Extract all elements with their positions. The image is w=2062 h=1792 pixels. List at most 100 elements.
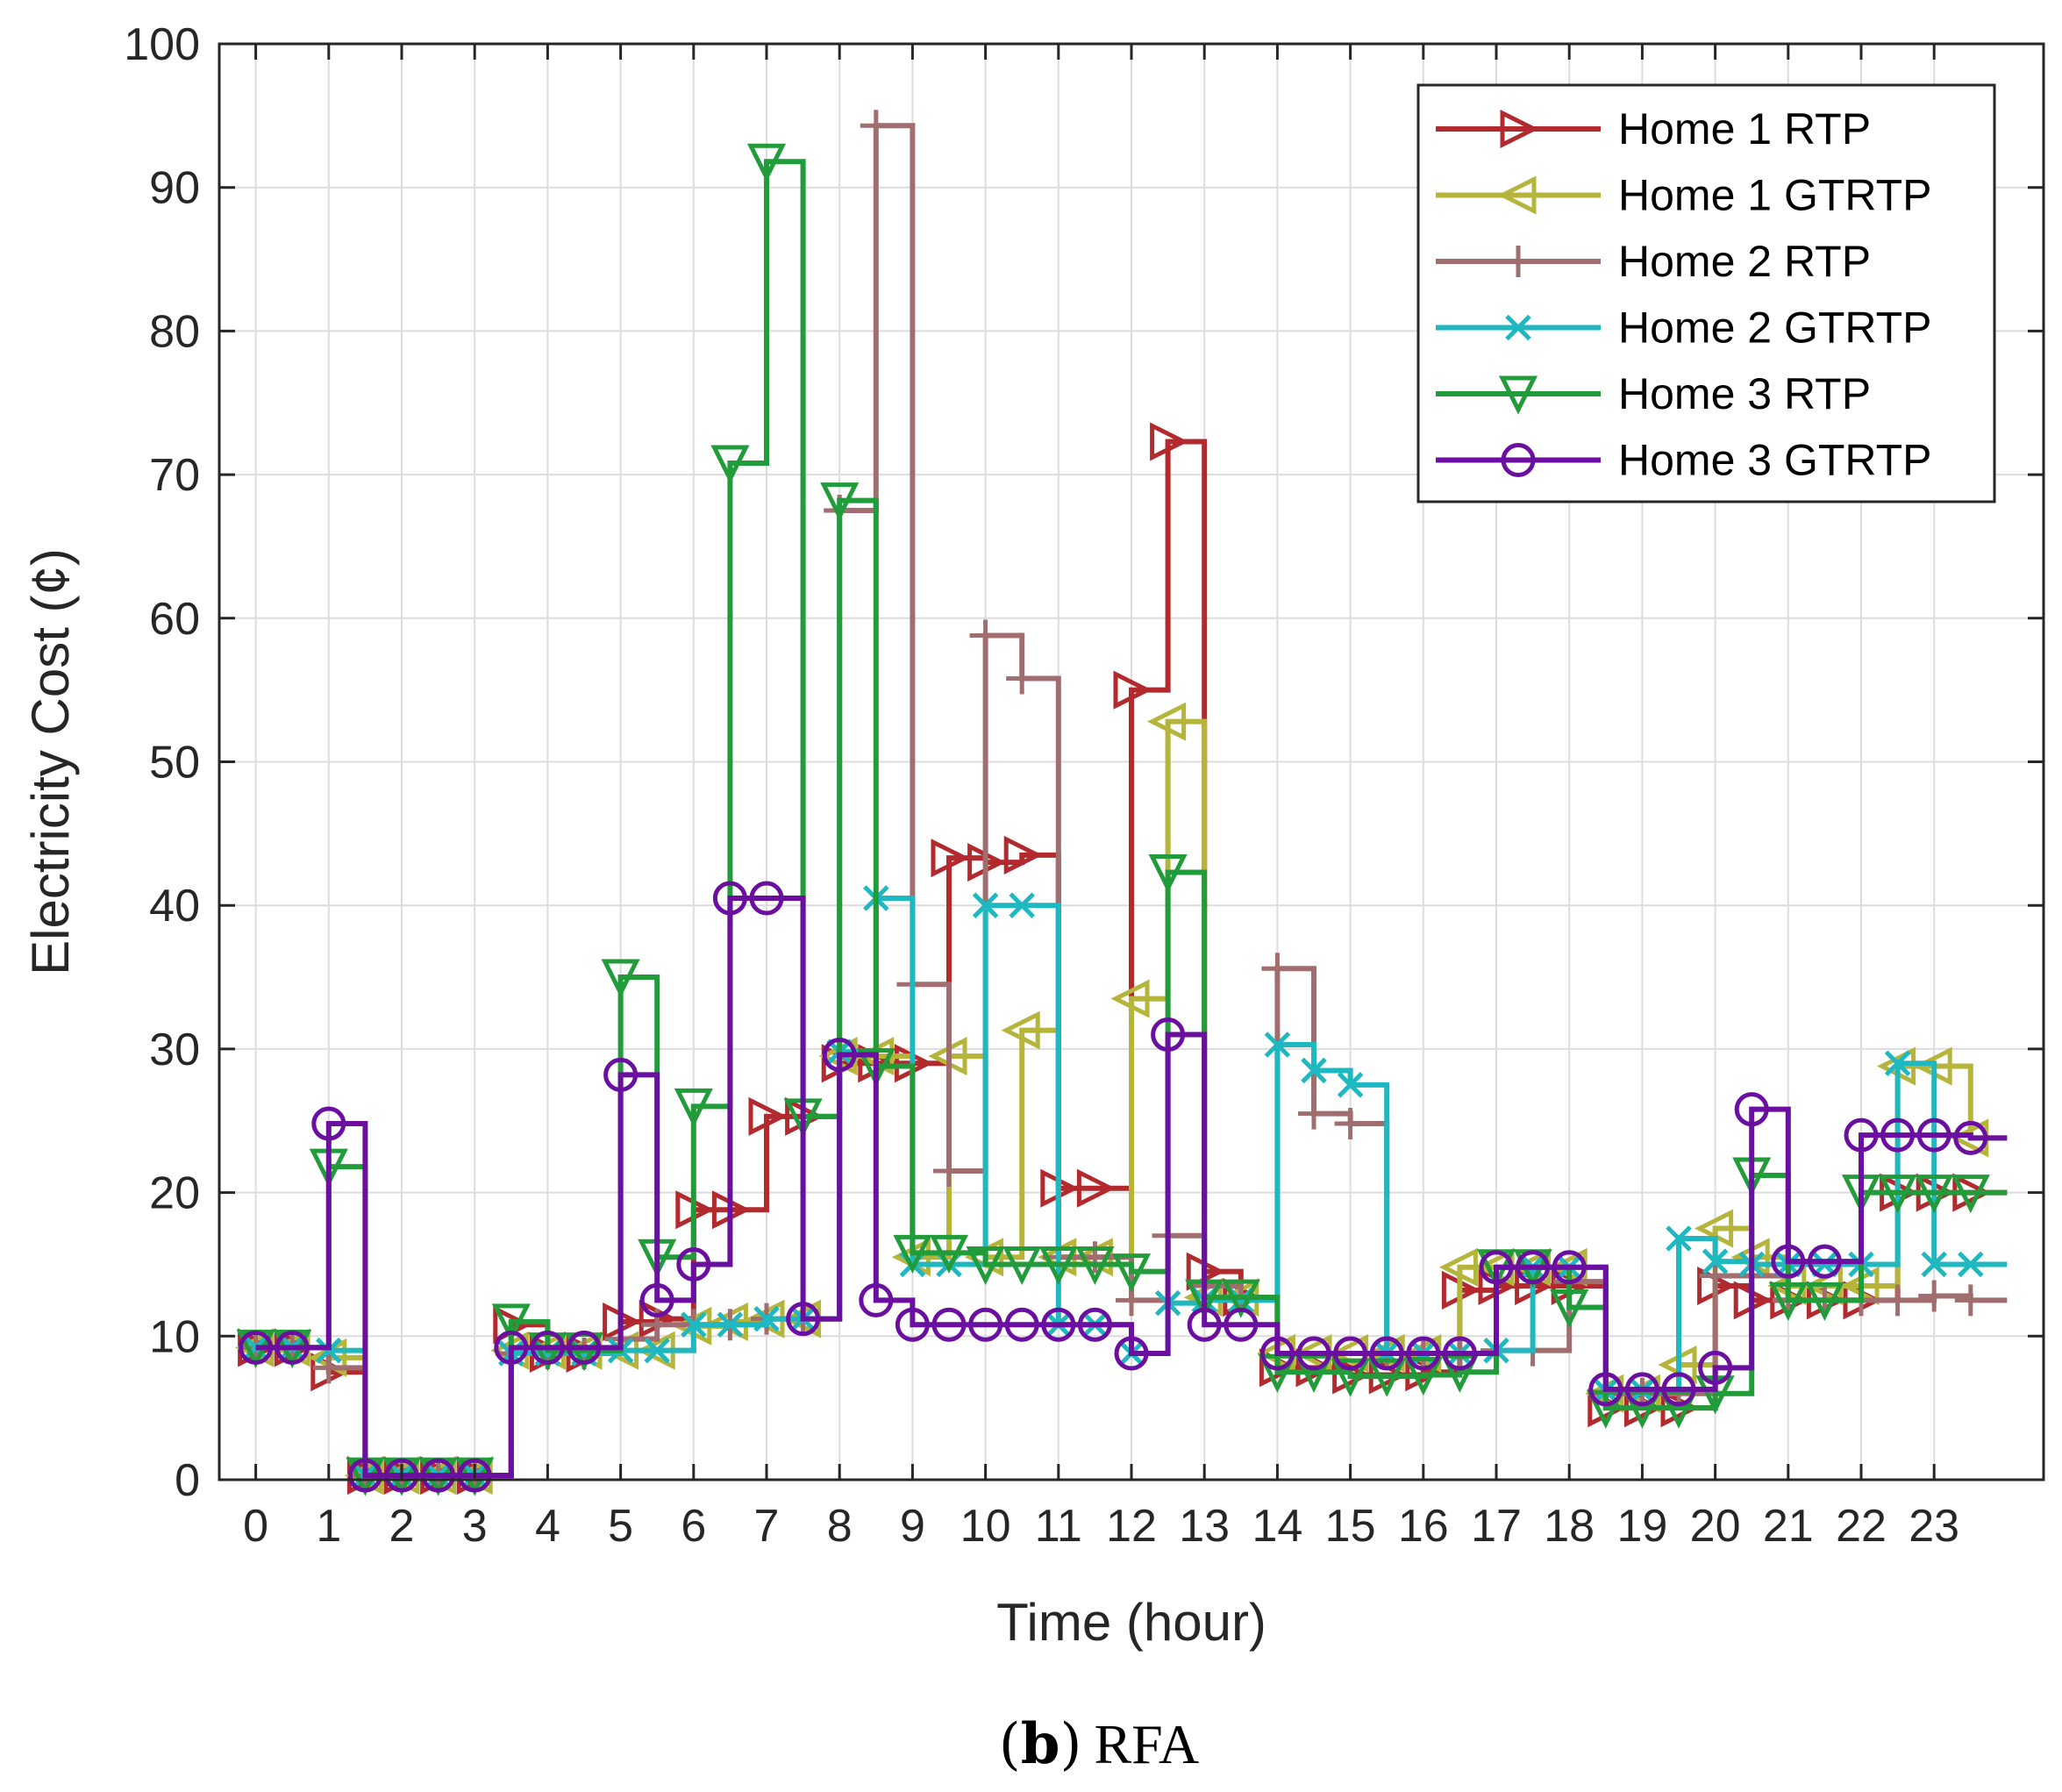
data-point	[749, 881, 784, 916]
data-point	[1552, 1250, 1587, 1285]
data-point	[1884, 1050, 1911, 1077]
data-point	[457, 1458, 492, 1493]
data-point	[1807, 1244, 1842, 1279]
data-point	[1114, 1336, 1149, 1371]
legend-label: Home 1 RTP	[1618, 104, 1871, 153]
data-point	[567, 1330, 602, 1365]
data-point	[893, 1234, 932, 1274]
data-point	[421, 1458, 456, 1493]
data-point	[1006, 662, 1038, 695]
legend-marker	[1497, 175, 1537, 215]
data-point	[1004, 1307, 1039, 1342]
data-point	[1586, 1389, 1625, 1429]
data-point	[1301, 1057, 1327, 1084]
series-home-1-rtp	[238, 422, 2008, 1496]
legend-label: Home 2 RTP	[1618, 237, 1871, 286]
data-point	[1331, 1358, 1370, 1397]
data-point	[1516, 1250, 1551, 1285]
caption-letter: b	[1021, 1711, 1060, 1777]
data-point	[1077, 1307, 1112, 1342]
data-point	[860, 110, 892, 142]
data-point	[384, 1458, 419, 1493]
data-point	[929, 1234, 969, 1274]
series-line	[255, 896, 2008, 1479]
x-tick-label: 15	[1325, 1501, 1376, 1552]
data-point	[968, 1307, 1003, 1342]
data-point	[856, 1048, 895, 1088]
data-point	[1698, 1350, 1733, 1385]
data-point	[674, 1088, 713, 1127]
data-point	[1333, 1336, 1368, 1371]
data-point	[1003, 835, 1043, 875]
data-point	[312, 1352, 345, 1384]
data-point	[1699, 1260, 1731, 1292]
data-point	[1844, 1117, 1879, 1153]
data-point	[1479, 1250, 1514, 1285]
legend-marker	[1500, 109, 1539, 149]
data-point	[1298, 1097, 1330, 1130]
x-tick-label: 9	[900, 1501, 925, 1552]
x-tick-label: 2	[389, 1501, 415, 1552]
x-tick-label: 16	[1398, 1501, 1449, 1552]
data-point	[681, 1311, 707, 1338]
data-point	[1334, 1108, 1366, 1140]
y-axis-label: Electricity Cost (¢)	[21, 548, 80, 975]
data-point	[494, 1330, 529, 1365]
data-point	[1918, 1280, 1951, 1312]
data-point	[1659, 1389, 1699, 1429]
x-tick-label: 20	[1690, 1501, 1741, 1552]
data-point	[1954, 1284, 1987, 1317]
x-tick-label: 7	[754, 1501, 780, 1552]
legend-label: Home 3 RTP	[1618, 369, 1871, 418]
data-point	[966, 1246, 1005, 1286]
legend-marker	[1502, 246, 1534, 277]
data-point	[1403, 1356, 1443, 1396]
caption-text: RFA	[1094, 1713, 1199, 1775]
data-point	[1001, 1010, 1040, 1050]
y-tick-label: 80	[149, 306, 200, 357]
data-point	[311, 1106, 346, 1141]
data-point	[717, 1311, 744, 1338]
data-point	[1367, 1358, 1407, 1397]
x-tick-label: 8	[827, 1501, 853, 1552]
series-line	[255, 159, 2008, 1479]
data-point	[1406, 1336, 1441, 1371]
data-point	[1734, 1092, 1769, 1127]
data-point	[748, 1096, 788, 1136]
data-point	[239, 1330, 274, 1365]
data-point	[275, 1330, 310, 1365]
legend-item: Home 3 GTRTP	[1436, 436, 1932, 485]
data-point	[1440, 1353, 1480, 1393]
data-point	[1666, 1225, 1692, 1252]
data-point	[895, 1307, 930, 1342]
data-point	[1259, 1336, 1295, 1371]
data-point	[1438, 1247, 1478, 1287]
data-point	[1878, 1174, 1917, 1214]
series-layer	[235, 110, 2008, 1496]
data-point	[1951, 1174, 1990, 1214]
legend-marker	[1505, 314, 1531, 341]
axis-ticks: 0 1 2 3 4 5 6 7 8 9 10 11 12 13 14 15 16 17 18 19 20 21 22 2301…	[124, 19, 2044, 1552]
data-point	[859, 1282, 894, 1317]
data-point	[601, 959, 640, 998]
series-home-3-rtp	[236, 143, 2008, 1496]
x-tick-label: 10	[960, 1501, 1011, 1552]
legend: Home 1 RTP Home 1 GTRTP Home 2 RTP Home 2 G…	[1416, 83, 1996, 503]
data-point	[1075, 1246, 1115, 1286]
legend-label: Home 1 GTRTP	[1618, 171, 1932, 220]
data-point	[710, 445, 750, 484]
legend-item: Home 1 GTRTP	[1436, 171, 1932, 220]
data-point	[1076, 1168, 1116, 1208]
data-point	[1550, 1289, 1589, 1329]
x-tick-label: 11	[1035, 1501, 1082, 1552]
data-point	[1921, 1251, 1947, 1278]
y-tick-label: 40	[149, 881, 200, 932]
data-point	[1805, 1282, 1844, 1321]
data-point	[933, 1155, 965, 1188]
legend-label: Home 2 GTRTP	[1618, 303, 1932, 353]
data-point	[1041, 1307, 1076, 1342]
data-point	[820, 482, 860, 522]
data-point	[753, 1305, 780, 1332]
y-tick-label: 30	[149, 1025, 200, 1075]
